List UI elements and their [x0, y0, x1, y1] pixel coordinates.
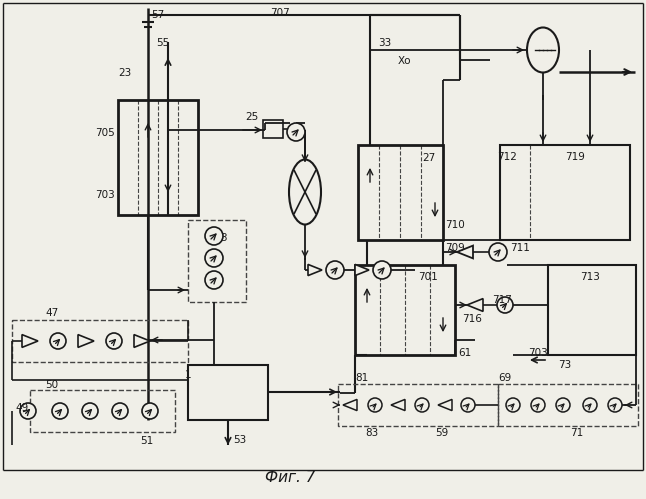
Circle shape: [287, 123, 305, 141]
Polygon shape: [438, 399, 452, 411]
Text: Фиг. 7: Фиг. 7: [265, 471, 315, 486]
Circle shape: [52, 403, 68, 419]
Circle shape: [142, 403, 158, 419]
Circle shape: [205, 249, 223, 267]
Text: 61: 61: [458, 348, 471, 358]
Text: 81: 81: [355, 373, 368, 383]
Text: 51: 51: [140, 436, 153, 446]
Polygon shape: [308, 264, 322, 275]
Polygon shape: [467, 298, 483, 311]
Circle shape: [461, 398, 475, 412]
Text: 1: 1: [185, 370, 192, 380]
Bar: [188, 365, 268, 420]
Circle shape: [506, 398, 520, 412]
Circle shape: [608, 398, 622, 412]
Polygon shape: [391, 399, 405, 411]
Polygon shape: [457, 246, 473, 258]
Text: 719: 719: [565, 152, 585, 162]
Text: 55: 55: [156, 38, 169, 48]
Text: 73: 73: [558, 360, 571, 370]
Circle shape: [112, 403, 128, 419]
Text: 27: 27: [422, 153, 435, 163]
Text: 33: 33: [378, 38, 391, 48]
Text: 50: 50: [45, 380, 58, 390]
Text: 703: 703: [95, 190, 115, 200]
Circle shape: [373, 261, 391, 279]
Text: 3: 3: [220, 233, 227, 243]
Bar: [263, 120, 283, 138]
Bar: [188, 220, 246, 302]
Bar: [500, 145, 630, 240]
Text: 711: 711: [510, 243, 530, 253]
Text: 701: 701: [418, 272, 438, 282]
Bar: [118, 100, 198, 215]
Text: 47: 47: [45, 308, 58, 318]
Circle shape: [489, 243, 507, 261]
Bar: [12, 320, 188, 362]
Text: 717: 717: [492, 295, 512, 305]
Polygon shape: [343, 399, 357, 411]
Circle shape: [497, 297, 513, 313]
Bar: [498, 384, 638, 426]
Text: 707: 707: [270, 8, 290, 18]
Bar: [358, 145, 443, 240]
Text: 703: 703: [528, 348, 548, 358]
Ellipse shape: [289, 160, 321, 225]
Text: 49: 49: [15, 403, 28, 413]
Bar: [30, 390, 175, 432]
Bar: [355, 265, 455, 355]
Polygon shape: [134, 335, 150, 347]
Text: 69: 69: [498, 373, 511, 383]
Text: 53: 53: [233, 435, 246, 445]
Circle shape: [531, 398, 545, 412]
Text: 83: 83: [365, 428, 379, 438]
Circle shape: [326, 261, 344, 279]
Text: Хо: Хо: [398, 56, 412, 66]
Text: 712: 712: [497, 152, 517, 162]
Circle shape: [205, 227, 223, 245]
Text: 23: 23: [118, 68, 131, 78]
Text: 59: 59: [435, 428, 448, 438]
Ellipse shape: [527, 27, 559, 72]
Polygon shape: [22, 335, 38, 347]
Circle shape: [583, 398, 597, 412]
Circle shape: [556, 398, 570, 412]
Text: 713: 713: [580, 272, 600, 282]
Polygon shape: [78, 335, 94, 347]
Text: 71: 71: [570, 428, 583, 438]
Bar: [548, 265, 636, 355]
Circle shape: [82, 403, 98, 419]
Text: 57: 57: [151, 10, 164, 20]
Circle shape: [368, 398, 382, 412]
Text: 709: 709: [445, 243, 464, 253]
Text: 710: 710: [445, 220, 464, 230]
Circle shape: [205, 271, 223, 289]
Text: 25: 25: [245, 112, 258, 122]
Circle shape: [415, 398, 429, 412]
Bar: [338, 384, 498, 426]
Circle shape: [106, 333, 122, 349]
Text: 716: 716: [462, 314, 482, 324]
Circle shape: [50, 333, 66, 349]
Circle shape: [20, 403, 36, 419]
Polygon shape: [355, 264, 369, 275]
Text: 705: 705: [95, 128, 115, 138]
